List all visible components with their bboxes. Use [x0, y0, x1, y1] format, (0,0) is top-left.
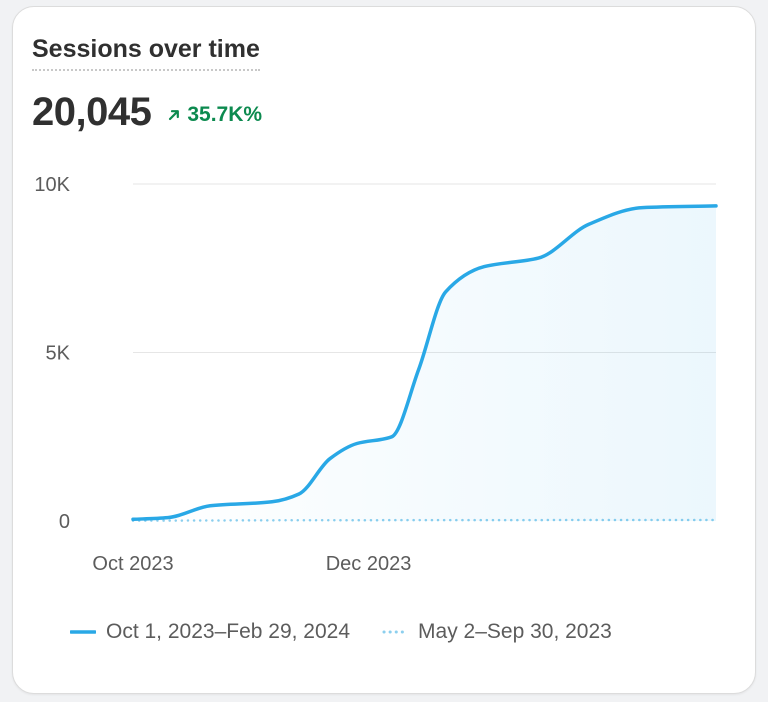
- arrow-up-right-icon: [169, 109, 180, 120]
- legend-label-current: Oct 1, 2023–Feb 29, 2024: [106, 620, 351, 643]
- legend: Oct 1, 2023–Feb 29, 2024 May 2–Sep 30, 2…: [70, 620, 644, 644]
- series-layer: [131, 204, 718, 522]
- x-tick-label: Dec 2023: [326, 553, 412, 575]
- legend-item-previous[interactable]: May 2–Sep 30, 2023: [382, 620, 612, 644]
- card-title[interactable]: Sessions over time: [32, 35, 260, 71]
- y-tick-label: 0: [59, 511, 70, 533]
- delta-badge: 35.7K%: [167, 103, 262, 127]
- current-series-line[interactable]: [131, 204, 718, 522]
- x-tick-label: Oct 2023: [92, 553, 173, 575]
- axis-labels: 0 5K 10K Oct 2023 Dec 2023: [34, 174, 411, 575]
- metric-row: 20,045 35.7K%: [32, 90, 262, 135]
- series-area-fill: [133, 205, 716, 521]
- metric-value: 20,045: [32, 90, 152, 134]
- legend-item-current[interactable]: Oct 1, 2023–Feb 29, 2024: [70, 620, 350, 644]
- dotted-line-swatch-icon: [382, 630, 409, 634]
- solid-line-swatch-icon: [70, 630, 96, 634]
- delta-value: 35.7K%: [187, 102, 263, 126]
- y-tick-label: 5K: [46, 343, 71, 365]
- legend-label-previous: May 2–Sep 30, 2023: [418, 620, 612, 643]
- y-tick-label: 10K: [34, 174, 70, 196]
